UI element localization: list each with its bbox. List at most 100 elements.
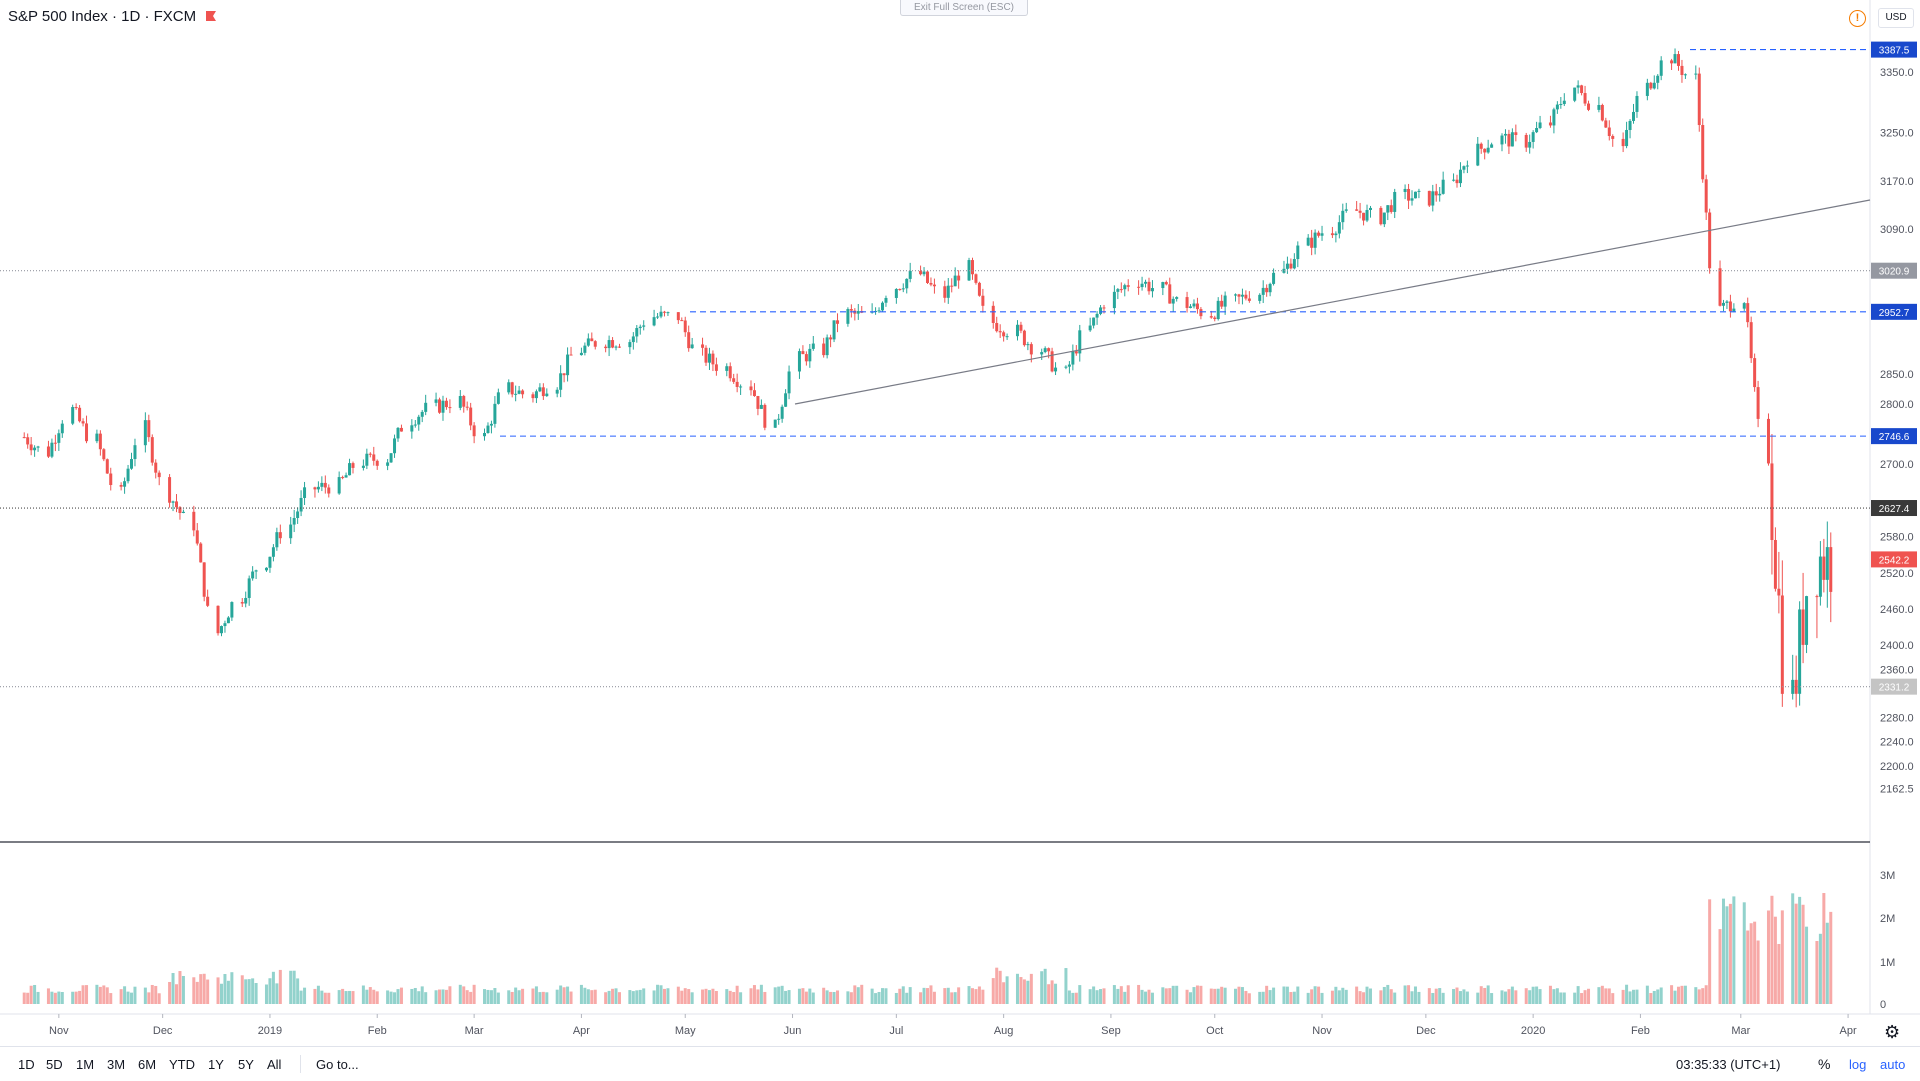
candle-body — [687, 332, 691, 349]
volume-bar — [1580, 993, 1584, 1004]
volume-bar — [531, 988, 535, 1004]
candle-body — [296, 511, 300, 519]
candle-body — [1244, 294, 1248, 299]
volume-bar — [1192, 987, 1196, 1004]
volume-bar — [33, 984, 37, 1004]
candle-body — [628, 342, 632, 348]
volume-bar — [822, 987, 826, 1004]
volume-bar — [970, 988, 974, 1004]
range-6m-button[interactable]: 6M — [138, 1057, 157, 1072]
candle-body — [1237, 294, 1241, 297]
volume-bar — [74, 991, 78, 1004]
price-tick-label: 2800.0 — [1880, 399, 1914, 411]
candle-body — [1746, 303, 1750, 323]
volume-bar — [1223, 987, 1227, 1004]
candle-body — [521, 390, 525, 395]
range-ytd-button[interactable]: YTD — [169, 1057, 195, 1072]
volume-bar — [1670, 985, 1674, 1004]
candle-body — [199, 543, 203, 563]
volume-bar — [368, 987, 372, 1004]
candle-body — [1441, 179, 1445, 194]
volume-bar — [1777, 943, 1781, 1004]
go-to-button[interactable]: Go to... — [316, 1057, 359, 1072]
volume-bar — [1528, 990, 1532, 1004]
candle-body — [1635, 95, 1639, 112]
time-tick-label: Dec — [153, 1025, 173, 1037]
candle-body — [368, 453, 372, 455]
volume-bar — [462, 986, 466, 1004]
volume-bar — [1050, 980, 1054, 1004]
candle-body — [1656, 75, 1660, 83]
flag-icon[interactable] — [206, 11, 216, 21]
time-tick-label: Aug — [994, 1025, 1014, 1037]
volume-bar — [1247, 993, 1251, 1004]
candle-body — [1500, 135, 1504, 145]
range-1m-button[interactable]: 1M — [76, 1057, 95, 1072]
toolbar-divider — [300, 1055, 301, 1073]
candle-body — [1555, 104, 1559, 110]
candle-body — [894, 289, 898, 298]
candle-body — [1185, 297, 1189, 308]
candle-body — [638, 326, 642, 329]
bottom-toolbar: 1D 5D 1M 3M 6M YTD 1Y 5Y All Go to... 03… — [0, 1046, 1920, 1081]
candle-body — [752, 390, 756, 397]
currency-button[interactable]: USD — [1878, 8, 1914, 28]
candle-body — [631, 336, 635, 343]
volume-bar — [50, 991, 54, 1004]
candle-body — [1438, 193, 1442, 196]
alert-circle-icon[interactable]: ! — [1849, 10, 1866, 27]
volume-bar — [1514, 990, 1518, 1004]
range-3m-button[interactable]: 3M — [107, 1057, 126, 1072]
volume-bar — [652, 990, 656, 1004]
candle-body — [1628, 120, 1632, 130]
trend-line[interactable] — [794, 199, 1871, 405]
volume-axis: 3M 2M 1M 0 — [1880, 870, 1895, 1011]
price-chart[interactable]: 3350.0 3250.0 3170.0 3090.0 2850.0 2800.0 2700… — [0, 0, 1920, 1046]
level-price-tag — [1871, 428, 1917, 445]
range-5d-button[interactable]: 5D — [46, 1057, 63, 1072]
volume-bar — [711, 988, 715, 1004]
candle-body — [1548, 122, 1552, 126]
range-1d-button[interactable]: 1D — [18, 1057, 35, 1072]
volume-bar — [126, 991, 130, 1004]
volume-bar — [36, 991, 40, 1004]
candle-body — [1078, 330, 1082, 354]
range-5y-button[interactable]: 5Y — [238, 1057, 254, 1072]
candle-body — [877, 310, 881, 312]
auto-scale-button[interactable]: auto — [1880, 1057, 1906, 1072]
volume-bar — [313, 988, 317, 1004]
volume-bar — [998, 970, 1002, 1004]
range-1y-button[interactable]: 1Y — [208, 1057, 224, 1072]
candle-body — [271, 547, 275, 557]
volume-bar — [303, 987, 307, 1004]
volume-bar — [424, 992, 428, 1004]
volume-bar — [611, 988, 615, 1004]
exit-fullscreen-button[interactable]: Exit Full Screen (ESC) — [900, 0, 1028, 16]
candle-body — [1095, 313, 1099, 318]
volume-bar — [1344, 989, 1348, 1004]
candle-body — [1358, 210, 1362, 213]
candle-body — [1015, 324, 1019, 337]
candle-body — [223, 623, 227, 627]
candle-body — [1773, 540, 1777, 589]
candle-body — [348, 463, 352, 476]
candle-body — [337, 477, 341, 494]
volume-bar — [1161, 987, 1165, 1004]
gear-icon[interactable]: ⚙ — [1884, 1022, 1901, 1042]
candle-body — [1150, 288, 1154, 292]
volume-bar — [316, 985, 320, 1004]
volume-bar — [538, 992, 542, 1004]
volume-bar — [846, 991, 850, 1004]
candle-body — [1209, 316, 1213, 318]
candle-body — [289, 524, 293, 539]
candle-body — [1216, 300, 1220, 320]
symbol-title[interactable]: S&P 500 Index · 1D · FXCM — [8, 8, 197, 25]
volume-bar — [337, 990, 341, 1004]
log-scale-button[interactable]: log — [1849, 1057, 1867, 1072]
candle-body — [399, 427, 403, 432]
percent-scale-button[interactable]: % — [1818, 1056, 1831, 1072]
range-all-button[interactable]: All — [267, 1057, 282, 1072]
volume-bar — [168, 981, 172, 1004]
volume-bar — [1147, 989, 1151, 1004]
time-tick-label: 2020 — [1521, 1025, 1545, 1037]
